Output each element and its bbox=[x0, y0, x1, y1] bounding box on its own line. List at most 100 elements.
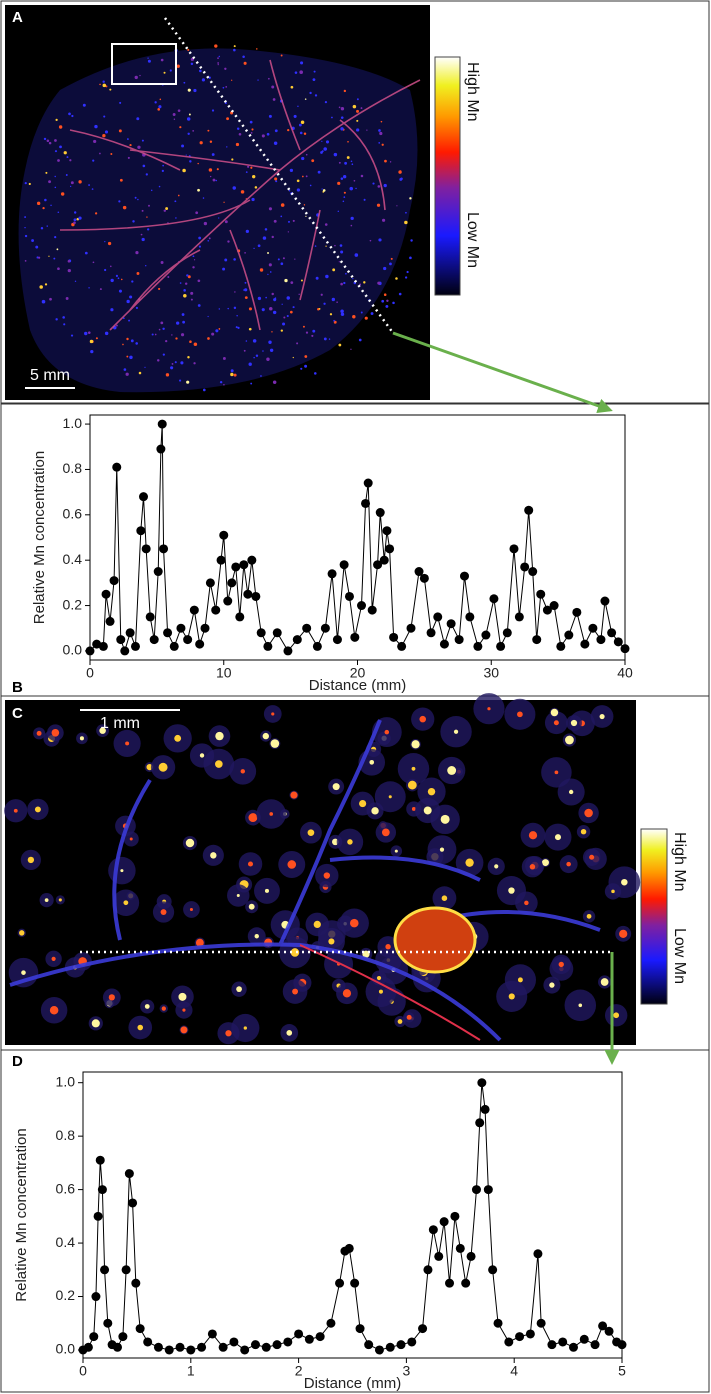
speckle bbox=[269, 271, 272, 273]
y-tick-label: 0.8 bbox=[56, 1127, 76, 1143]
speckle bbox=[332, 268, 336, 272]
speckle bbox=[321, 140, 323, 143]
speckle bbox=[280, 262, 284, 266]
data-point bbox=[141, 544, 151, 554]
speckle bbox=[173, 118, 176, 120]
speckle bbox=[223, 383, 225, 386]
speckle bbox=[195, 938, 204, 947]
data-point bbox=[418, 1324, 428, 1334]
speckle bbox=[78, 180, 82, 184]
colorbar-high-label: High Mn bbox=[464, 62, 481, 122]
speckle bbox=[362, 950, 370, 958]
speckle bbox=[53, 257, 56, 260]
data-point bbox=[189, 605, 199, 615]
speckle bbox=[70, 334, 74, 337]
speckle bbox=[267, 77, 270, 80]
speckle bbox=[299, 70, 303, 74]
data-point bbox=[445, 1278, 455, 1288]
speckle bbox=[126, 355, 129, 358]
speckle bbox=[350, 224, 353, 227]
speckle bbox=[21, 970, 26, 975]
speckle bbox=[169, 69, 172, 72]
data-point bbox=[620, 644, 630, 654]
speckle bbox=[272, 98, 276, 101]
speckle bbox=[396, 205, 398, 207]
speckle bbox=[550, 708, 559, 717]
speckle bbox=[311, 159, 315, 163]
speckle bbox=[127, 156, 130, 159]
speckle bbox=[257, 296, 262, 301]
speckle bbox=[48, 255, 50, 257]
data-point bbox=[272, 628, 282, 638]
speckle bbox=[92, 261, 95, 264]
speckle bbox=[158, 185, 161, 188]
data-point bbox=[120, 646, 130, 656]
speckle bbox=[410, 239, 413, 242]
speckle bbox=[314, 94, 318, 97]
speckle bbox=[349, 918, 359, 928]
speckle bbox=[46, 225, 48, 227]
speckle bbox=[340, 177, 344, 180]
data-point bbox=[439, 1217, 449, 1227]
speckle bbox=[554, 770, 559, 775]
panel-label: D bbox=[12, 1053, 23, 1070]
data-point bbox=[89, 1332, 99, 1342]
speckle bbox=[232, 186, 236, 190]
speckle bbox=[119, 101, 122, 104]
speckle bbox=[187, 132, 190, 135]
speckle bbox=[343, 196, 346, 198]
speckle bbox=[41, 299, 46, 304]
speckle bbox=[224, 220, 228, 224]
speckle bbox=[65, 174, 68, 176]
speckle bbox=[134, 75, 138, 80]
speckle bbox=[57, 159, 60, 162]
data-point bbox=[596, 635, 606, 645]
speckle bbox=[212, 178, 216, 182]
speckle bbox=[167, 276, 170, 278]
speckle bbox=[94, 124, 98, 129]
speckle bbox=[186, 380, 190, 384]
speckle bbox=[44, 198, 47, 202]
speckle bbox=[243, 349, 246, 352]
speckle bbox=[165, 340, 168, 343]
data-point bbox=[564, 630, 574, 640]
speckle bbox=[354, 253, 359, 257]
speckle bbox=[288, 220, 290, 223]
speckle bbox=[366, 129, 368, 131]
speckle bbox=[211, 109, 215, 112]
speckle bbox=[558, 961, 564, 968]
data-point bbox=[100, 1265, 110, 1275]
speckle bbox=[370, 312, 374, 315]
speckle bbox=[309, 91, 312, 95]
data-point bbox=[283, 1337, 293, 1347]
speckle bbox=[125, 741, 130, 746]
speckle bbox=[267, 273, 269, 276]
speckle bbox=[329, 313, 333, 316]
data-point bbox=[434, 1251, 444, 1261]
speckle bbox=[147, 228, 150, 231]
data-point bbox=[525, 1329, 535, 1339]
speckle bbox=[24, 216, 27, 218]
speckle bbox=[272, 380, 277, 384]
speckle bbox=[99, 727, 106, 734]
data-point bbox=[272, 1340, 282, 1350]
speckle bbox=[358, 338, 362, 342]
speckle bbox=[343, 191, 346, 194]
data-point bbox=[350, 632, 360, 642]
speckle bbox=[332, 783, 340, 791]
speckle bbox=[225, 1030, 232, 1037]
data-point bbox=[379, 555, 389, 565]
speckle bbox=[78, 216, 82, 220]
speckle bbox=[300, 279, 303, 282]
speckle bbox=[222, 86, 225, 89]
speckle bbox=[342, 200, 345, 203]
speckle bbox=[184, 282, 188, 285]
speckle bbox=[621, 878, 628, 886]
x-axis-label: Distance (mm) bbox=[304, 1375, 402, 1392]
speckle bbox=[170, 366, 174, 370]
speckle bbox=[271, 712, 275, 716]
speckle bbox=[115, 274, 119, 277]
speckle bbox=[296, 188, 300, 192]
speckle bbox=[104, 241, 106, 243]
speckle bbox=[292, 988, 299, 995]
